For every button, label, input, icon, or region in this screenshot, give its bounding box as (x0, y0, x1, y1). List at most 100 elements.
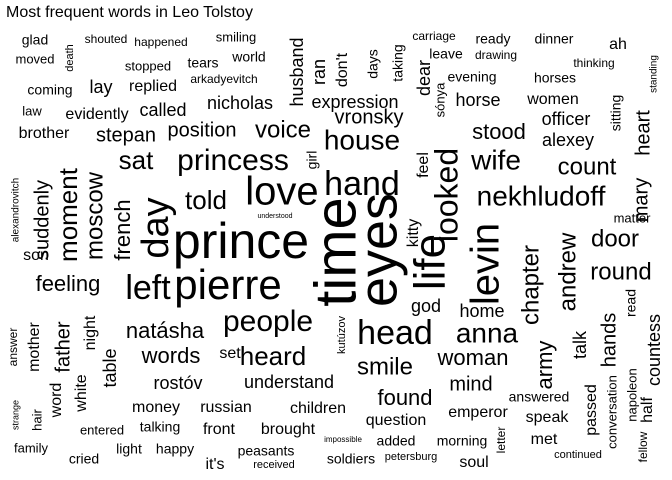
word-114: ready (475, 31, 510, 47)
word-76: night (82, 315, 99, 350)
word-33: feeling (36, 271, 101, 296)
word-5: love (245, 170, 318, 214)
word-131: happened (134, 35, 187, 49)
word-63: home (459, 301, 504, 321)
word-50: horse (455, 90, 500, 110)
word-25: count (558, 153, 617, 180)
word-86: ran (309, 59, 329, 85)
word-17: wife (470, 144, 521, 175)
word-88: dear (414, 60, 434, 96)
word-22: chapter (517, 245, 544, 325)
word-119: stopped (125, 58, 171, 73)
word-140: petersburg (385, 451, 438, 463)
word-102: happy (156, 441, 194, 457)
word-110: world (231, 49, 265, 65)
word-51: officer (542, 109, 591, 129)
word-23: andrew (554, 232, 581, 311)
word-66: called (139, 100, 186, 120)
word-19: heard (240, 341, 307, 371)
word-70: brother (19, 125, 70, 142)
word-105: peasants (238, 443, 295, 459)
word-53: rostóv (153, 373, 202, 393)
word-21: moscow (81, 171, 108, 260)
word-15: nekhludoff (477, 180, 606, 211)
word-39: found (377, 385, 432, 410)
word-128: smiling (216, 29, 256, 44)
word-64: talk (570, 330, 590, 359)
word-0: time (303, 197, 368, 307)
word-116: coming (27, 82, 72, 98)
word-31: words (141, 343, 201, 368)
chart-title: Most frequent words in Leo Tolstoy (6, 4, 253, 21)
word-32: woman (437, 345, 509, 370)
word-2: prince (173, 213, 309, 269)
word-109: girl (304, 151, 320, 170)
word-75: word (48, 383, 65, 419)
word-130: shouted (85, 32, 128, 46)
word-38: army (532, 341, 557, 390)
word-132: carriage (412, 29, 456, 43)
word-89: half (639, 397, 656, 423)
word-87: don't (334, 52, 351, 87)
word-43: heart (632, 110, 654, 156)
word-104: it's (205, 456, 224, 473)
word-67: evidently (65, 106, 128, 123)
word-10: looked (428, 148, 464, 242)
word-6: day (135, 197, 177, 258)
word-13: left (125, 269, 171, 307)
word-136: death (64, 44, 76, 72)
word-94: read (623, 289, 639, 317)
word-47: stepan (96, 124, 156, 146)
word-49: expression (311, 92, 398, 112)
word-134: thinking (573, 56, 614, 70)
word-58: money (132, 399, 180, 416)
word-123: entered (80, 422, 124, 437)
word-28: sat (119, 145, 154, 175)
word-91: sitting (608, 95, 624, 132)
word-111: tears (187, 55, 218, 71)
word-121: hair (29, 408, 44, 430)
word-42: vronsky (335, 106, 404, 128)
word-54: understand (244, 372, 334, 392)
word-1: eyes (348, 193, 408, 307)
word-41: position (168, 119, 237, 141)
word-65: husband (287, 37, 307, 106)
word-80: women (526, 91, 579, 108)
word-141: continued (554, 449, 602, 461)
word-133: drawing (475, 48, 517, 62)
word-108: morning (437, 433, 488, 449)
word-97: evening (447, 69, 496, 85)
word-71: son (23, 247, 49, 264)
word-85: soul (459, 454, 488, 471)
word-96: taking (390, 44, 406, 81)
word-117: glad (22, 32, 48, 48)
word-11: princess (177, 144, 289, 177)
word-12: people (223, 305, 313, 338)
word-18: told (185, 185, 227, 215)
word-81: speak (526, 409, 570, 426)
word-79: feel (415, 152, 432, 178)
word-98: sónya (432, 82, 447, 117)
word-90: conversation (604, 375, 619, 449)
word-82: passed (583, 384, 600, 436)
word-124: answer (6, 328, 20, 367)
word-46: alexey (542, 130, 594, 150)
word-27: voice (255, 116, 311, 143)
word-7: levin (464, 223, 508, 305)
word-40: mind (449, 373, 492, 395)
word-143: understood (257, 213, 292, 220)
word-20: moment (53, 167, 83, 262)
word-45: countess (644, 314, 664, 386)
word-36: stood (472, 119, 526, 144)
word-61: brought (261, 421, 316, 438)
word-52: father (52, 321, 74, 372)
word-35: suddenly (31, 180, 53, 260)
word-77: set (219, 345, 241, 362)
word-44: hands (598, 313, 620, 368)
word-69: replied (129, 78, 177, 95)
word-138: strange (10, 400, 20, 430)
word-106: soldiers (327, 451, 375, 467)
word-72: mother (26, 321, 43, 371)
word-9: head (357, 314, 433, 352)
